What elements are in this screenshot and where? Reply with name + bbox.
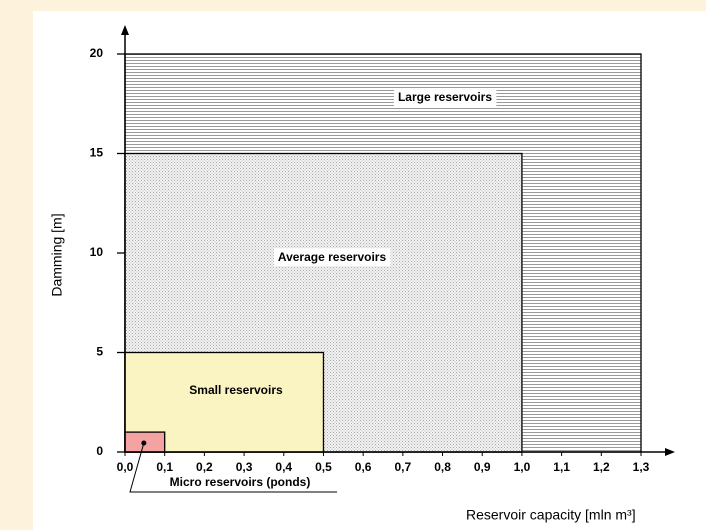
region-label: Small reservoirs bbox=[189, 383, 283, 397]
x-tick-label: 0,6 bbox=[355, 460, 372, 474]
x-tick-label: 0,0 bbox=[117, 460, 134, 474]
x-tick-label: 0,1 bbox=[156, 460, 173, 474]
x-axis-arrow bbox=[665, 448, 675, 456]
x-tick-label: 0,5 bbox=[315, 460, 332, 474]
region-label: Average reservoirs bbox=[278, 250, 387, 264]
x-tick-label: 0,7 bbox=[395, 460, 412, 474]
x-tick-label: 1,0 bbox=[514, 460, 531, 474]
leader-line bbox=[129, 442, 337, 493]
y-tick-label: 20 bbox=[90, 46, 104, 60]
x-tick-label: 0,3 bbox=[236, 460, 253, 474]
x-tick-label: 0,4 bbox=[275, 460, 292, 474]
y-axis-label: Damming [m] bbox=[49, 213, 65, 296]
y-axis-arrow bbox=[121, 25, 129, 35]
y-tick-label: 15 bbox=[90, 146, 104, 160]
x-tick-label: 0,9 bbox=[474, 460, 491, 474]
x-axis-label: Reservoir capacity [mln m³] bbox=[466, 507, 636, 523]
x-tick-label: 0,2 bbox=[196, 460, 213, 474]
label-background bbox=[393, 88, 497, 107]
region-label: Large reservoirs bbox=[398, 90, 492, 104]
x-tick-label: 1,2 bbox=[593, 460, 610, 474]
x-tick-label: 1,3 bbox=[633, 460, 650, 474]
x-tick-label: 0,8 bbox=[434, 460, 451, 474]
x-tick-label: 1,1 bbox=[553, 460, 570, 474]
y-tick-label: 10 bbox=[90, 245, 104, 259]
y-tick-label: 0 bbox=[96, 444, 103, 458]
y-tick-label: 5 bbox=[96, 345, 103, 359]
label-background bbox=[273, 248, 391, 267]
region-label: Micro reservoirs (ponds) bbox=[170, 475, 311, 489]
